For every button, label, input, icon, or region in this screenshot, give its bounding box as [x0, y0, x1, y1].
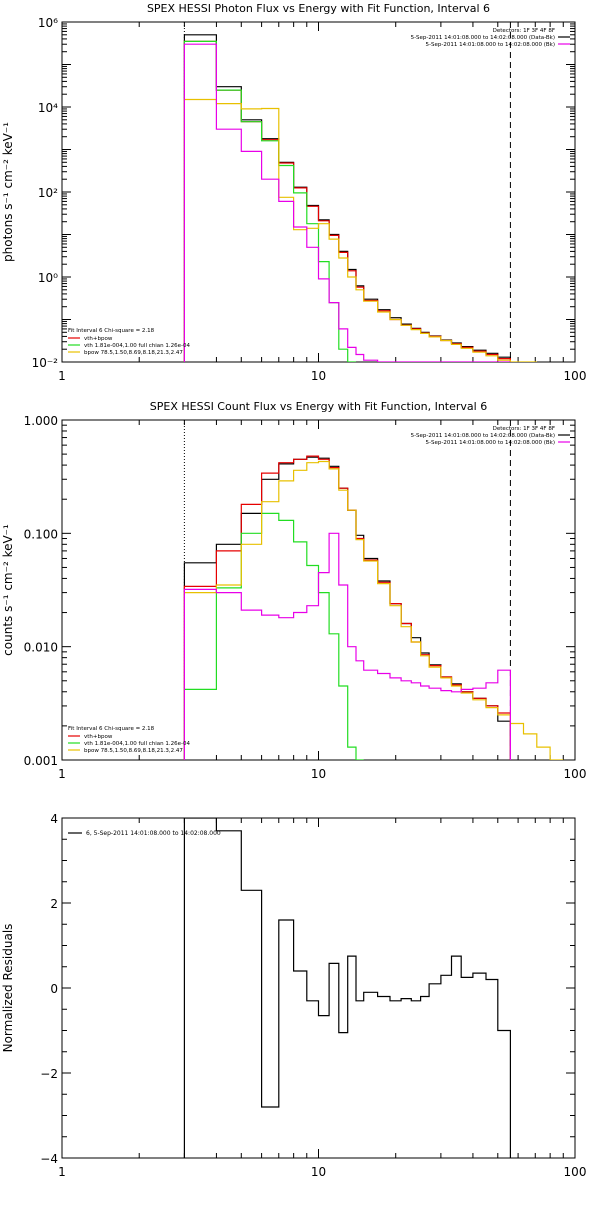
legend-label: vth+bpow [84, 336, 113, 342]
y-tick-label: 10² [38, 186, 58, 200]
y-tick-label: −2 [40, 1067, 58, 1081]
header-line: 5-Sep-2011 14:01:08.000 to 14:02:08.000 … [411, 433, 555, 439]
x-tick-label: 10 [311, 369, 326, 383]
x-tick-label: 1 [58, 369, 66, 383]
x-tick-label: 1 [58, 767, 66, 781]
y-tick-label: 10⁴ [38, 101, 58, 115]
y-axis-label: Normalized Residuals [1, 924, 15, 1053]
series-line-bpow [183, 460, 564, 760]
legend-label: 6, 5-Sep-2011 14:01:08.000 to 14:02:08.0… [86, 830, 221, 837]
y-axis-label: counts s⁻¹ cm⁻² keV⁻¹ [1, 524, 15, 656]
y-tick-label: 1.000 [24, 414, 58, 428]
series-line-vth-bpow [183, 40, 511, 362]
legend-label: vth 1.81e-004,1.00 full chian 1.26e-04 [84, 343, 190, 349]
y-tick-label: 0 [50, 982, 58, 996]
panel-1: SPEX HESSI Photon Flux vs Energy with Fi… [1, 2, 586, 383]
series-line-data-bk [183, 34, 511, 362]
y-tick-label: 4 [50, 812, 58, 826]
series-group [183, 455, 564, 760]
x-tick-label: 10 [311, 1165, 326, 1179]
header-line: 5-Sep-2011 14:01:08.000 to 14:02:08.000 … [411, 35, 555, 41]
series-line-vth [183, 40, 356, 362]
y-tick-label: 0.010 [24, 641, 58, 655]
fit-info: Fit Interval 6 Chi-square = 2.18 [68, 726, 155, 732]
series-line-residuals [183, 818, 511, 1158]
header-line: 5-Sep-2011 14:01:08.000 to 14:02:08.000 … [426, 42, 556, 48]
y-tick-label: 10⁻² [32, 356, 59, 370]
legend-label: bpow 78.5,1.50,8.69,8.18,21.3,2.47 [84, 350, 183, 356]
fit-info: Fit Interval 6 Chi-square = 2.18 [68, 328, 155, 334]
x-tick-label: 100 [564, 767, 587, 781]
series-line-bpow [183, 98, 537, 362]
series-group [183, 818, 511, 1158]
header-line: 5-Sep-2011 14:01:08.000 to 14:02:08.000 … [426, 440, 556, 446]
y-tick-label: 10⁶ [38, 16, 58, 30]
y-tick-label: 2 [50, 897, 58, 911]
x-tick-label: 100 [564, 1165, 587, 1179]
x-tick-label: 10 [311, 767, 326, 781]
legend-label: bpow 78.5,1.50,8.69,8.18,21.3,2.47 [84, 748, 183, 754]
y-axis-label: photons s⁻¹ cm⁻² keV⁻¹ [1, 122, 15, 262]
y-tick-label: 10⁰ [38, 271, 58, 285]
series-group [183, 34, 537, 362]
y-tick-label: 0.100 [24, 527, 58, 541]
header-line: Detectors: 1F 3F 4F 8F [493, 28, 555, 34]
y-tick-label: 0.001 [24, 754, 58, 768]
panel-3: 1 10 100 −4 −2 0 2 4 Normalized Residuals 6, 5-Se… [1, 812, 586, 1179]
y-tick-label: −4 [40, 1152, 58, 1166]
header-line: Detectors: 1F 3F 4F 8F [493, 426, 555, 432]
panel-2: SPEX HESSI Count Flux vs Energy with Fit… [1, 400, 586, 781]
series-line-bk [183, 532, 511, 760]
chart-title: SPEX HESSI Photon Flux vs Energy with Fi… [147, 2, 490, 15]
legend-label: vth+bpow [84, 734, 113, 740]
plot-frame [61, 21, 576, 363]
series-line-vth [183, 512, 364, 760]
x-tick-label: 1 [58, 1165, 66, 1179]
chart-title: SPEX HESSI Count Flux vs Energy with Fit… [150, 400, 487, 413]
x-tick-label: 100 [564, 369, 587, 383]
legend-label: vth 1.81e-004,1.00 full chian 1.26e-04 [84, 741, 190, 747]
series-line-bk [183, 43, 511, 362]
